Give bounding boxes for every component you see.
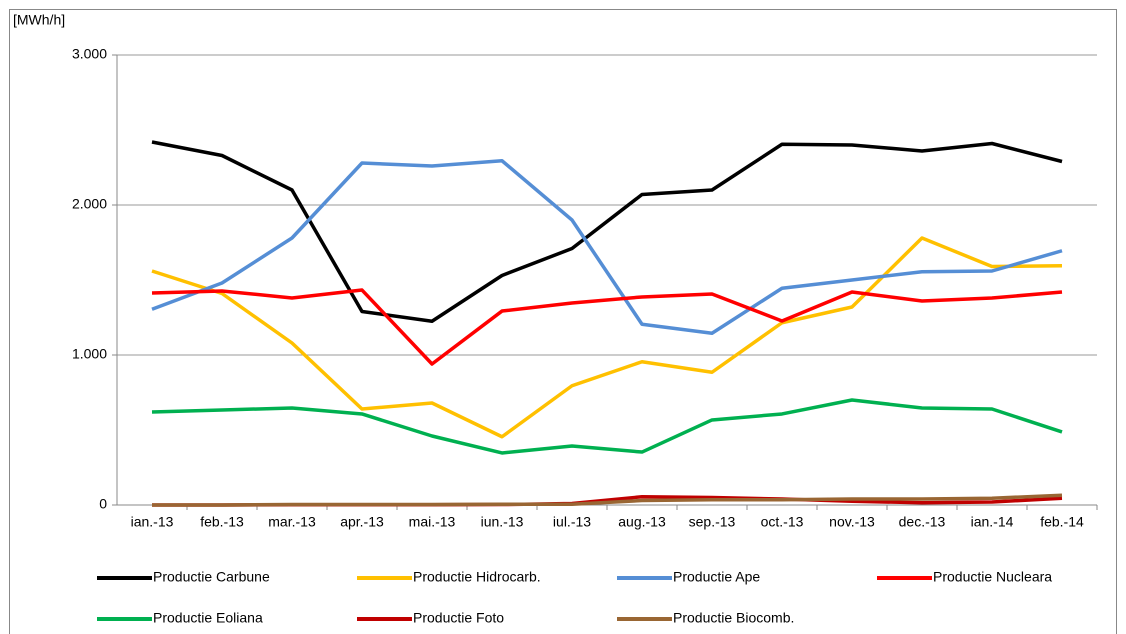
legend-label: Productie Hidrocarb. [413, 569, 541, 585]
x-tick-label: dec.-13 [899, 514, 946, 530]
x-tick-label: oct.-13 [761, 514, 804, 530]
series-line [151, 236, 1063, 439]
x-tick-label: iun.-13 [481, 514, 524, 530]
series-line [151, 288, 1063, 366]
legend-label: Productie Carbune [153, 569, 270, 585]
x-tick-label: iul.-13 [553, 514, 591, 530]
x-tick-label: sep.-13 [689, 514, 736, 530]
y-tick-label: 1.000 [72, 346, 107, 362]
legend-label: Productie Nucleara [933, 569, 1052, 585]
y-tick-label: 2.000 [72, 196, 107, 212]
x-tick-label: feb.-14 [1040, 514, 1084, 530]
x-tick-label: aug.-13 [618, 514, 666, 530]
legend-label: Productie Ape [673, 569, 760, 585]
x-tick-label: apr.-13 [340, 514, 384, 530]
series-line [151, 140, 1063, 323]
x-tick-label: mar.-13 [268, 514, 316, 530]
y-tick-label: 3.000 [72, 46, 107, 62]
chart-border [9, 9, 1117, 634]
legend-label: Productie Eoliana [153, 610, 263, 626]
x-tick-label: mai.-13 [409, 514, 456, 530]
x-tick-label: ian.-13 [131, 514, 174, 530]
y-axis-label: [MWh/h] [13, 12, 65, 28]
y-tick-label: 0 [99, 496, 107, 512]
legend-label: Productie Biocomb. [673, 610, 794, 626]
x-tick-label: nov.-13 [829, 514, 875, 530]
series-line [151, 398, 1063, 455]
legend-label: Productie Foto [413, 610, 504, 626]
x-tick-label: ian.-14 [971, 514, 1014, 530]
series-line [152, 493, 1063, 507]
x-tick-label: feb.-13 [200, 514, 244, 530]
series-line [151, 159, 1063, 335]
